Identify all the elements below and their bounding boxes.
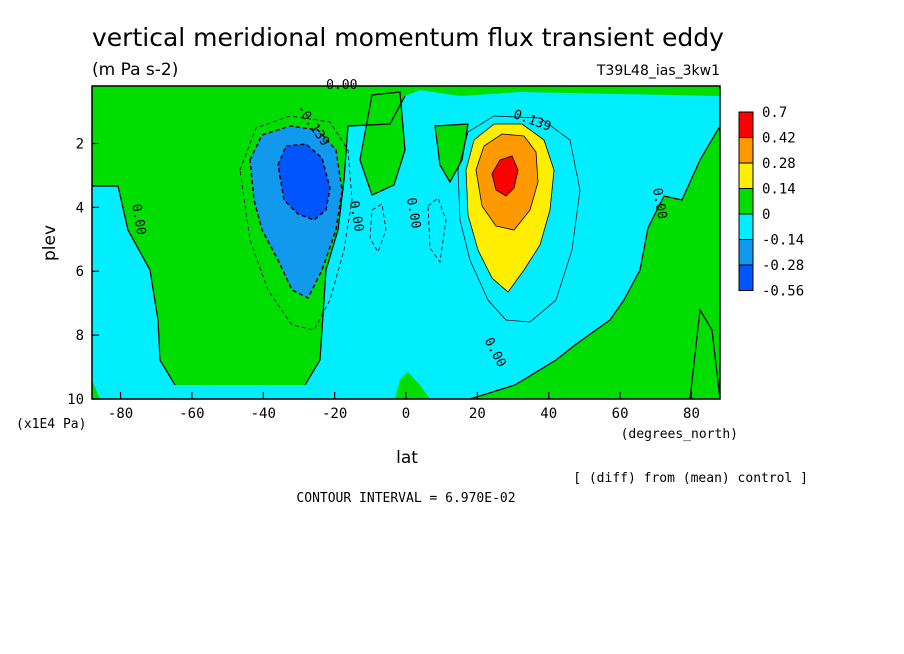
y-axis-label: plev xyxy=(40,225,60,261)
x-axis-ticks: -80 -60 -40 -20 0 20 40 60 80 xyxy=(108,392,700,422)
negative-contour-line-level3 xyxy=(277,143,331,221)
colorbar-swatch xyxy=(738,213,754,240)
x-tick-label: 80 xyxy=(683,406,700,422)
negative-contour-line-outer xyxy=(239,115,353,331)
field-region-negative-west xyxy=(92,90,720,399)
colorbar-label: -0.14 xyxy=(762,233,804,249)
y-axis-units: (x1E4 Pa) xyxy=(16,417,86,432)
colorbar-swatch xyxy=(738,111,754,138)
negative-contour-line-small xyxy=(369,197,447,264)
colorbar-label: 0.42 xyxy=(762,131,796,147)
x-tick-label: -20 xyxy=(322,406,347,422)
colorbar-swatch xyxy=(738,264,754,291)
y-tick-label: 8 xyxy=(76,328,84,344)
contour-lines xyxy=(92,91,720,399)
colorbar-swatch xyxy=(738,188,754,215)
x-tick-label: -80 xyxy=(108,406,133,422)
contour-label: 0.00 xyxy=(346,200,366,233)
positive-contour-line-outer xyxy=(457,115,581,323)
positive-contour-line-level2 xyxy=(475,133,539,231)
x-axis-label: lat xyxy=(396,448,418,468)
experiment-label: T39L48_ias_3kw1 xyxy=(596,63,720,79)
colorbar-label: 0.28 xyxy=(762,156,796,172)
chart-title: vertical meridional momentum flux transi… xyxy=(92,23,724,52)
contour-interval-text: CONTOUR INTERVAL = 6.970E-02 xyxy=(296,491,515,506)
contour-label: 0.00 xyxy=(128,203,148,236)
x-tick-label: 40 xyxy=(540,406,557,422)
y-tick-label: 6 xyxy=(76,264,84,280)
colorbar-label: -0.28 xyxy=(762,258,804,274)
contour-label: 0.00 xyxy=(649,187,669,220)
contour-label: 0.00 xyxy=(403,196,423,229)
diff-note: [ (diff) from (mean) control ] xyxy=(573,471,808,486)
colorbar-label: 0.7 xyxy=(762,105,787,121)
chart-units: (m Pa s-2) xyxy=(92,60,178,80)
field-region-equator-east xyxy=(435,124,468,182)
y-axis-ticks: 2 4 6 8 10 xyxy=(67,136,99,408)
negative-contour-line-level2 xyxy=(249,125,343,299)
plot-area xyxy=(92,86,720,399)
x-tick-label: 60 xyxy=(612,406,629,422)
colorbar-swatch xyxy=(738,162,754,189)
positive-contour-line-level1 xyxy=(465,123,555,293)
x-axis-units: (degrees_north) xyxy=(621,427,738,442)
x-tick-label: 20 xyxy=(469,406,486,422)
colorbar-swatch xyxy=(738,137,754,164)
zero-contour-line xyxy=(92,91,720,399)
colorbar-label: 0.14 xyxy=(762,182,796,198)
field-region-positive-level3 xyxy=(492,156,518,196)
field-region-south-positive xyxy=(92,380,100,399)
colorbar-swatch xyxy=(738,239,754,266)
x-tick-label: -40 xyxy=(251,406,276,422)
x-tick-label: 0 xyxy=(402,406,410,422)
y-tick-label: 2 xyxy=(76,136,84,152)
y-tick-label: 10 xyxy=(67,392,84,408)
colorbar: 0.7 0.42 0.28 0.14 0 -0.14 -0.28 -0.56 xyxy=(738,105,804,300)
field-region-negative-level3 xyxy=(278,144,330,220)
positive-contour-line-level3 xyxy=(491,155,519,197)
colorbar-label: -0.56 xyxy=(762,284,804,300)
colorbar-label: 0 xyxy=(762,207,770,223)
y-tick-label: 4 xyxy=(76,200,84,216)
x-tick-label: -60 xyxy=(179,406,204,422)
